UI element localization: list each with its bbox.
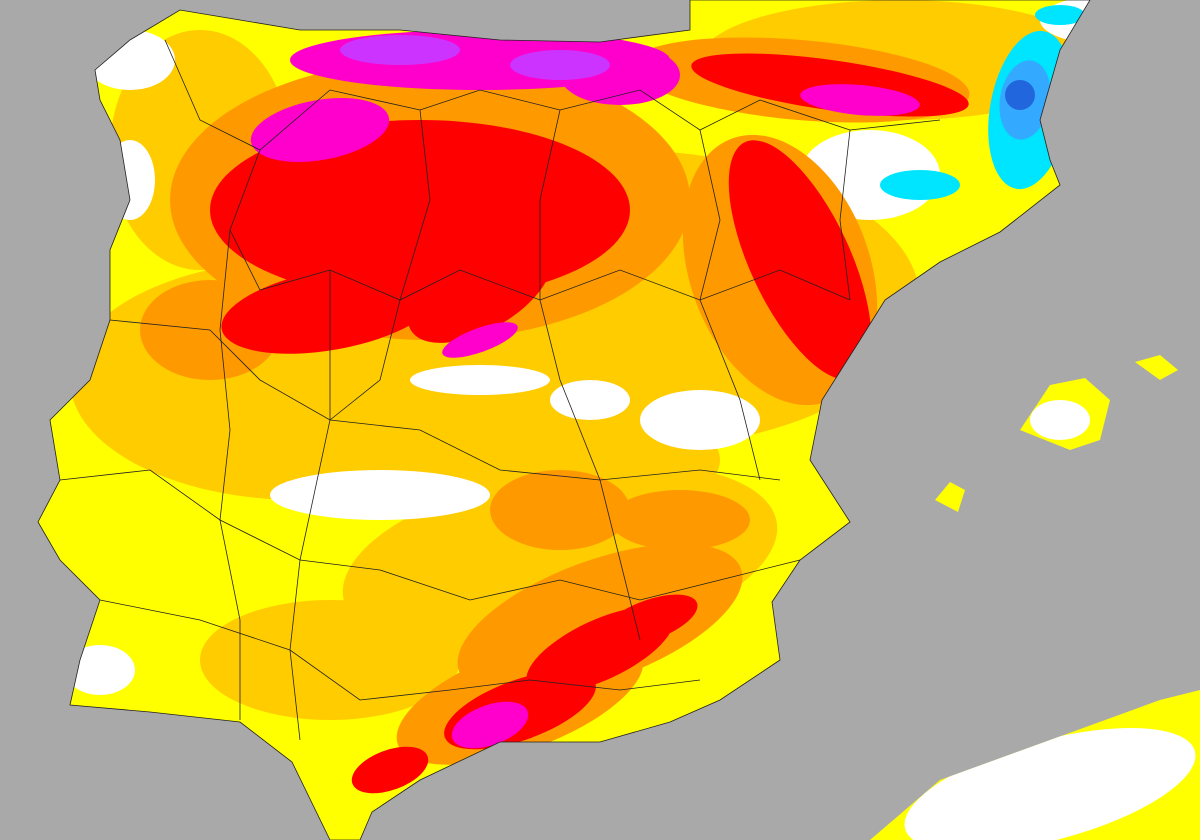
province-borders [37,0,1091,840]
temperature-region [451,701,529,749]
temperature-region [410,365,550,395]
province-border [839,129,851,301]
temperature-region [880,170,960,200]
temperature-region [250,98,390,162]
temperature-region [904,728,1196,840]
temperature-region [640,390,760,450]
temperature-region [407,237,553,343]
temperature-region [800,84,920,116]
temperature-region [65,645,135,695]
province-border [699,129,761,481]
temperature-region [200,600,460,720]
temperature-region [602,594,698,646]
temperature-region [1035,5,1085,25]
province-border [539,109,641,641]
province-border [99,599,701,701]
province-border [109,319,781,481]
province-border [59,469,801,601]
temperature-region [1030,400,1090,440]
temperature-region [351,746,429,794]
temperature-region [610,490,750,550]
temperature-region [490,470,630,550]
temperature-region [442,322,518,358]
temperature-region [510,50,610,80]
province-border [219,229,241,720]
temperature-region [728,140,872,380]
temperature-region [1005,80,1035,110]
temperature-region [340,35,460,65]
temperature-region [270,470,490,520]
province-border [289,270,331,741]
province-border [164,39,941,151]
province-border [229,149,851,301]
province-border [329,109,431,421]
temperature-region [550,380,630,420]
